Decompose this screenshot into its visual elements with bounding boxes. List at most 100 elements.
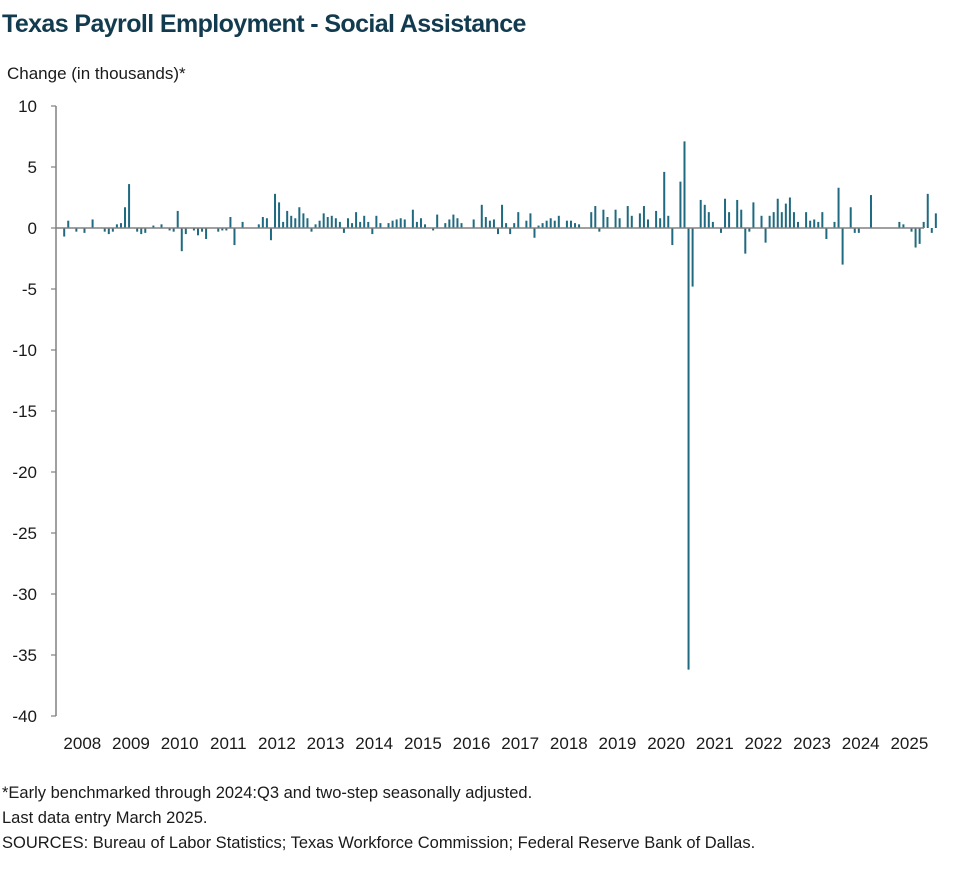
bar [221,228,224,231]
bar [480,204,483,228]
bar [792,212,795,228]
bar [75,228,78,232]
bar [67,220,70,228]
bar [748,228,751,232]
bar [517,212,520,228]
bar [825,228,828,239]
bar [744,228,747,254]
bar [448,219,451,228]
bar [655,210,658,228]
bar [205,228,208,239]
x-tick-label: 2019 [599,734,637,753]
y-axis: 10 5 0 -5 -10 -15 -20 -25 -30 -35 -40 [12,97,57,726]
bar [302,213,305,228]
footnote-sources: SOURCES: Bureau of Labor Statistics; Tex… [2,834,756,852]
bar [306,218,309,228]
bar [918,228,921,244]
bar [914,228,917,248]
bar [261,217,264,228]
bar [659,218,662,228]
bar [83,228,86,233]
bar [91,219,94,228]
bar [363,215,366,228]
bar [492,219,495,228]
bar [784,203,787,228]
bar [549,218,552,228]
bar [776,198,779,228]
bar [821,212,824,228]
bar [910,228,913,232]
bar [513,223,516,228]
bar [107,228,110,235]
bar [298,207,301,228]
bar [399,218,402,228]
bar [809,220,812,228]
bar [290,215,293,228]
bar [760,215,763,228]
bar [529,213,532,228]
bar [849,207,852,228]
bar [667,215,670,228]
bar [432,228,435,231]
bar [351,223,354,228]
bar [484,217,487,228]
y-tick-label: -5 [22,280,37,299]
bar [505,223,508,228]
y-tick-label: -20 [12,463,37,482]
bar [788,197,791,228]
bar [630,215,633,228]
bar [460,223,463,228]
bar [841,228,844,265]
bar [679,181,682,228]
bar [342,228,345,233]
bar [638,213,641,228]
bar [813,219,816,228]
x-tick-label: 2023 [793,734,831,753]
bar [229,217,232,228]
bar [541,223,544,228]
bar [176,210,179,228]
bar [902,224,905,228]
bar [318,220,321,228]
y-tick-label: 0 [28,219,37,238]
bar [346,218,349,228]
bar [553,220,556,228]
bar [172,228,175,232]
bar [719,228,722,233]
bar [415,221,418,228]
bar [699,199,702,228]
bar [501,204,504,228]
bar [626,206,629,228]
bar [330,215,333,228]
x-tick-label: 2015 [404,734,442,753]
bar [934,213,937,228]
x-tick-label: 2008 [63,734,101,753]
bar [707,212,710,228]
bar [569,220,572,228]
x-tick-label: 2009 [112,734,150,753]
bar [196,228,199,236]
bar [269,228,272,241]
bar [833,221,836,228]
bar [642,206,645,228]
bar [614,209,617,228]
bar [533,228,536,238]
bar [869,195,872,228]
bar [857,228,860,233]
bar [265,218,268,228]
bar [111,228,114,232]
bar [618,218,621,228]
bar [286,210,289,228]
bar [671,228,674,246]
bar [310,228,313,232]
bar [752,202,755,228]
y-tick-label: -30 [12,585,37,604]
bar [241,221,244,228]
bar [225,228,228,231]
bar [590,212,593,228]
bar [683,141,686,228]
bar [334,218,337,228]
x-tick-label: 2018 [550,734,588,753]
bar [403,219,406,228]
bar [144,228,147,233]
